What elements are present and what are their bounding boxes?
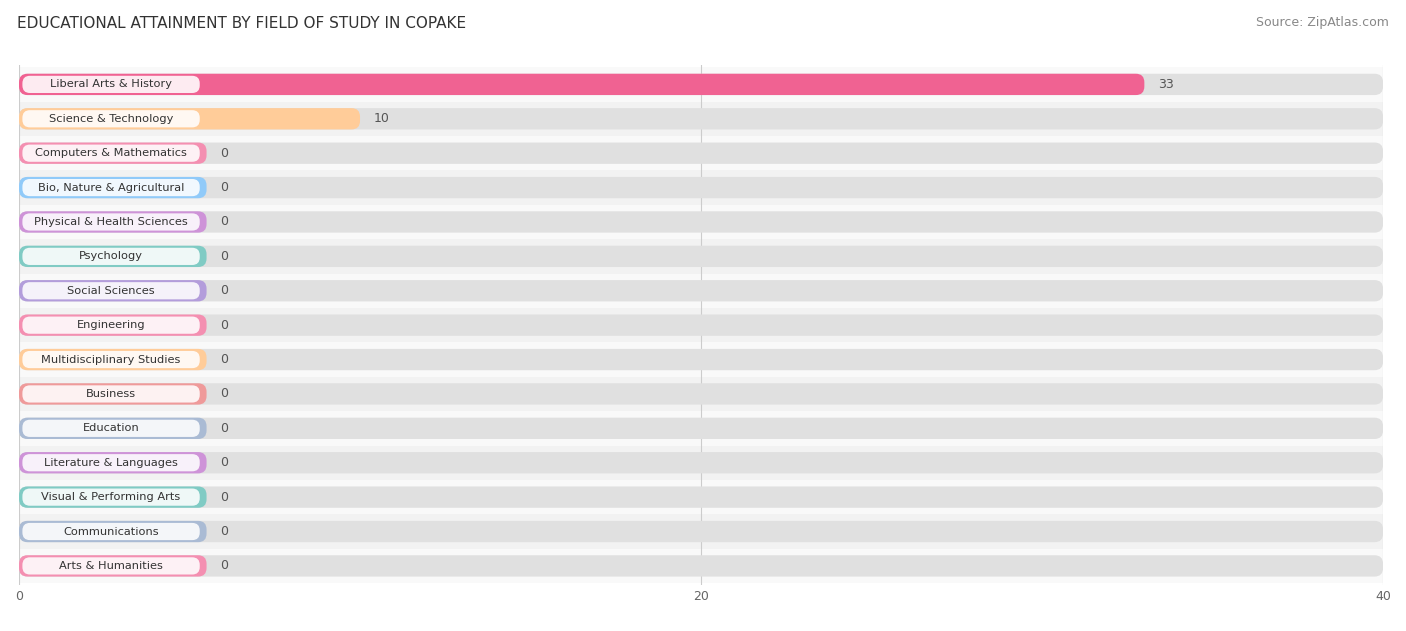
- FancyBboxPatch shape: [20, 418, 1384, 439]
- FancyBboxPatch shape: [20, 349, 1384, 370]
- Text: Communications: Communications: [63, 526, 159, 536]
- Text: Engineering: Engineering: [77, 320, 145, 330]
- Bar: [20, 205, 1384, 239]
- Bar: [20, 239, 1384, 274]
- Bar: [20, 343, 1384, 377]
- FancyBboxPatch shape: [20, 74, 1384, 95]
- Text: Literature & Languages: Literature & Languages: [44, 457, 179, 468]
- FancyBboxPatch shape: [20, 74, 1144, 95]
- Text: Science & Technology: Science & Technology: [49, 114, 173, 124]
- Text: EDUCATIONAL ATTAINMENT BY FIELD OF STUDY IN COPAKE: EDUCATIONAL ATTAINMENT BY FIELD OF STUDY…: [17, 16, 465, 31]
- Text: 0: 0: [221, 181, 228, 194]
- FancyBboxPatch shape: [20, 177, 207, 198]
- Bar: [20, 308, 1384, 343]
- Bar: [20, 170, 1384, 205]
- FancyBboxPatch shape: [20, 143, 207, 164]
- Text: Business: Business: [86, 389, 136, 399]
- Text: Computers & Mathematics: Computers & Mathematics: [35, 148, 187, 158]
- FancyBboxPatch shape: [20, 349, 207, 370]
- FancyBboxPatch shape: [22, 76, 200, 93]
- FancyBboxPatch shape: [20, 452, 1384, 473]
- Text: Source: ZipAtlas.com: Source: ZipAtlas.com: [1256, 16, 1389, 29]
- Text: 33: 33: [1159, 78, 1174, 91]
- FancyBboxPatch shape: [20, 452, 207, 473]
- Text: 0: 0: [221, 456, 228, 469]
- FancyBboxPatch shape: [20, 521, 1384, 542]
- Text: 0: 0: [221, 422, 228, 435]
- Text: Arts & Humanities: Arts & Humanities: [59, 561, 163, 571]
- Bar: [20, 514, 1384, 549]
- FancyBboxPatch shape: [20, 314, 1384, 336]
- FancyBboxPatch shape: [20, 383, 1384, 404]
- Text: 0: 0: [221, 560, 228, 572]
- Text: 0: 0: [221, 353, 228, 366]
- FancyBboxPatch shape: [22, 557, 200, 574]
- FancyBboxPatch shape: [22, 179, 200, 196]
- FancyBboxPatch shape: [22, 420, 200, 437]
- FancyBboxPatch shape: [20, 521, 207, 542]
- Text: 0: 0: [221, 215, 228, 228]
- FancyBboxPatch shape: [20, 108, 360, 129]
- Text: 10: 10: [374, 112, 389, 126]
- FancyBboxPatch shape: [20, 211, 1384, 233]
- Text: 0: 0: [221, 284, 228, 297]
- FancyBboxPatch shape: [22, 144, 200, 162]
- FancyBboxPatch shape: [20, 245, 1384, 267]
- Text: Social Sciences: Social Sciences: [67, 286, 155, 296]
- Text: Liberal Arts & History: Liberal Arts & History: [51, 80, 172, 90]
- FancyBboxPatch shape: [22, 351, 200, 368]
- FancyBboxPatch shape: [20, 383, 207, 404]
- FancyBboxPatch shape: [20, 555, 207, 577]
- Text: Visual & Performing Arts: Visual & Performing Arts: [41, 492, 181, 502]
- Text: 0: 0: [221, 387, 228, 401]
- Text: Physical & Health Sciences: Physical & Health Sciences: [34, 217, 188, 227]
- FancyBboxPatch shape: [22, 282, 200, 299]
- FancyBboxPatch shape: [20, 211, 207, 233]
- Text: Psychology: Psychology: [79, 251, 143, 261]
- FancyBboxPatch shape: [22, 213, 200, 230]
- FancyBboxPatch shape: [22, 386, 200, 403]
- Text: 0: 0: [221, 146, 228, 160]
- Bar: [20, 274, 1384, 308]
- FancyBboxPatch shape: [22, 523, 200, 540]
- Bar: [20, 411, 1384, 445]
- Bar: [20, 67, 1384, 102]
- FancyBboxPatch shape: [20, 108, 1384, 129]
- Text: Bio, Nature & Agricultural: Bio, Nature & Agricultural: [38, 182, 184, 192]
- FancyBboxPatch shape: [20, 487, 207, 508]
- FancyBboxPatch shape: [20, 487, 1384, 508]
- Text: 0: 0: [221, 319, 228, 332]
- FancyBboxPatch shape: [22, 317, 200, 334]
- Bar: [20, 377, 1384, 411]
- Bar: [20, 480, 1384, 514]
- FancyBboxPatch shape: [20, 555, 1384, 577]
- Text: 0: 0: [221, 491, 228, 504]
- Text: Education: Education: [83, 423, 139, 433]
- FancyBboxPatch shape: [20, 245, 207, 267]
- FancyBboxPatch shape: [20, 280, 207, 302]
- Bar: [20, 136, 1384, 170]
- FancyBboxPatch shape: [20, 418, 207, 439]
- FancyBboxPatch shape: [20, 314, 207, 336]
- Bar: [20, 102, 1384, 136]
- Bar: [20, 549, 1384, 583]
- Bar: [20, 445, 1384, 480]
- FancyBboxPatch shape: [22, 454, 200, 471]
- Text: Multidisciplinary Studies: Multidisciplinary Studies: [41, 355, 181, 365]
- Text: 0: 0: [221, 525, 228, 538]
- FancyBboxPatch shape: [22, 248, 200, 265]
- FancyBboxPatch shape: [22, 110, 200, 127]
- Text: 0: 0: [221, 250, 228, 263]
- FancyBboxPatch shape: [20, 177, 1384, 198]
- FancyBboxPatch shape: [20, 280, 1384, 302]
- FancyBboxPatch shape: [22, 488, 200, 505]
- FancyBboxPatch shape: [20, 143, 1384, 164]
